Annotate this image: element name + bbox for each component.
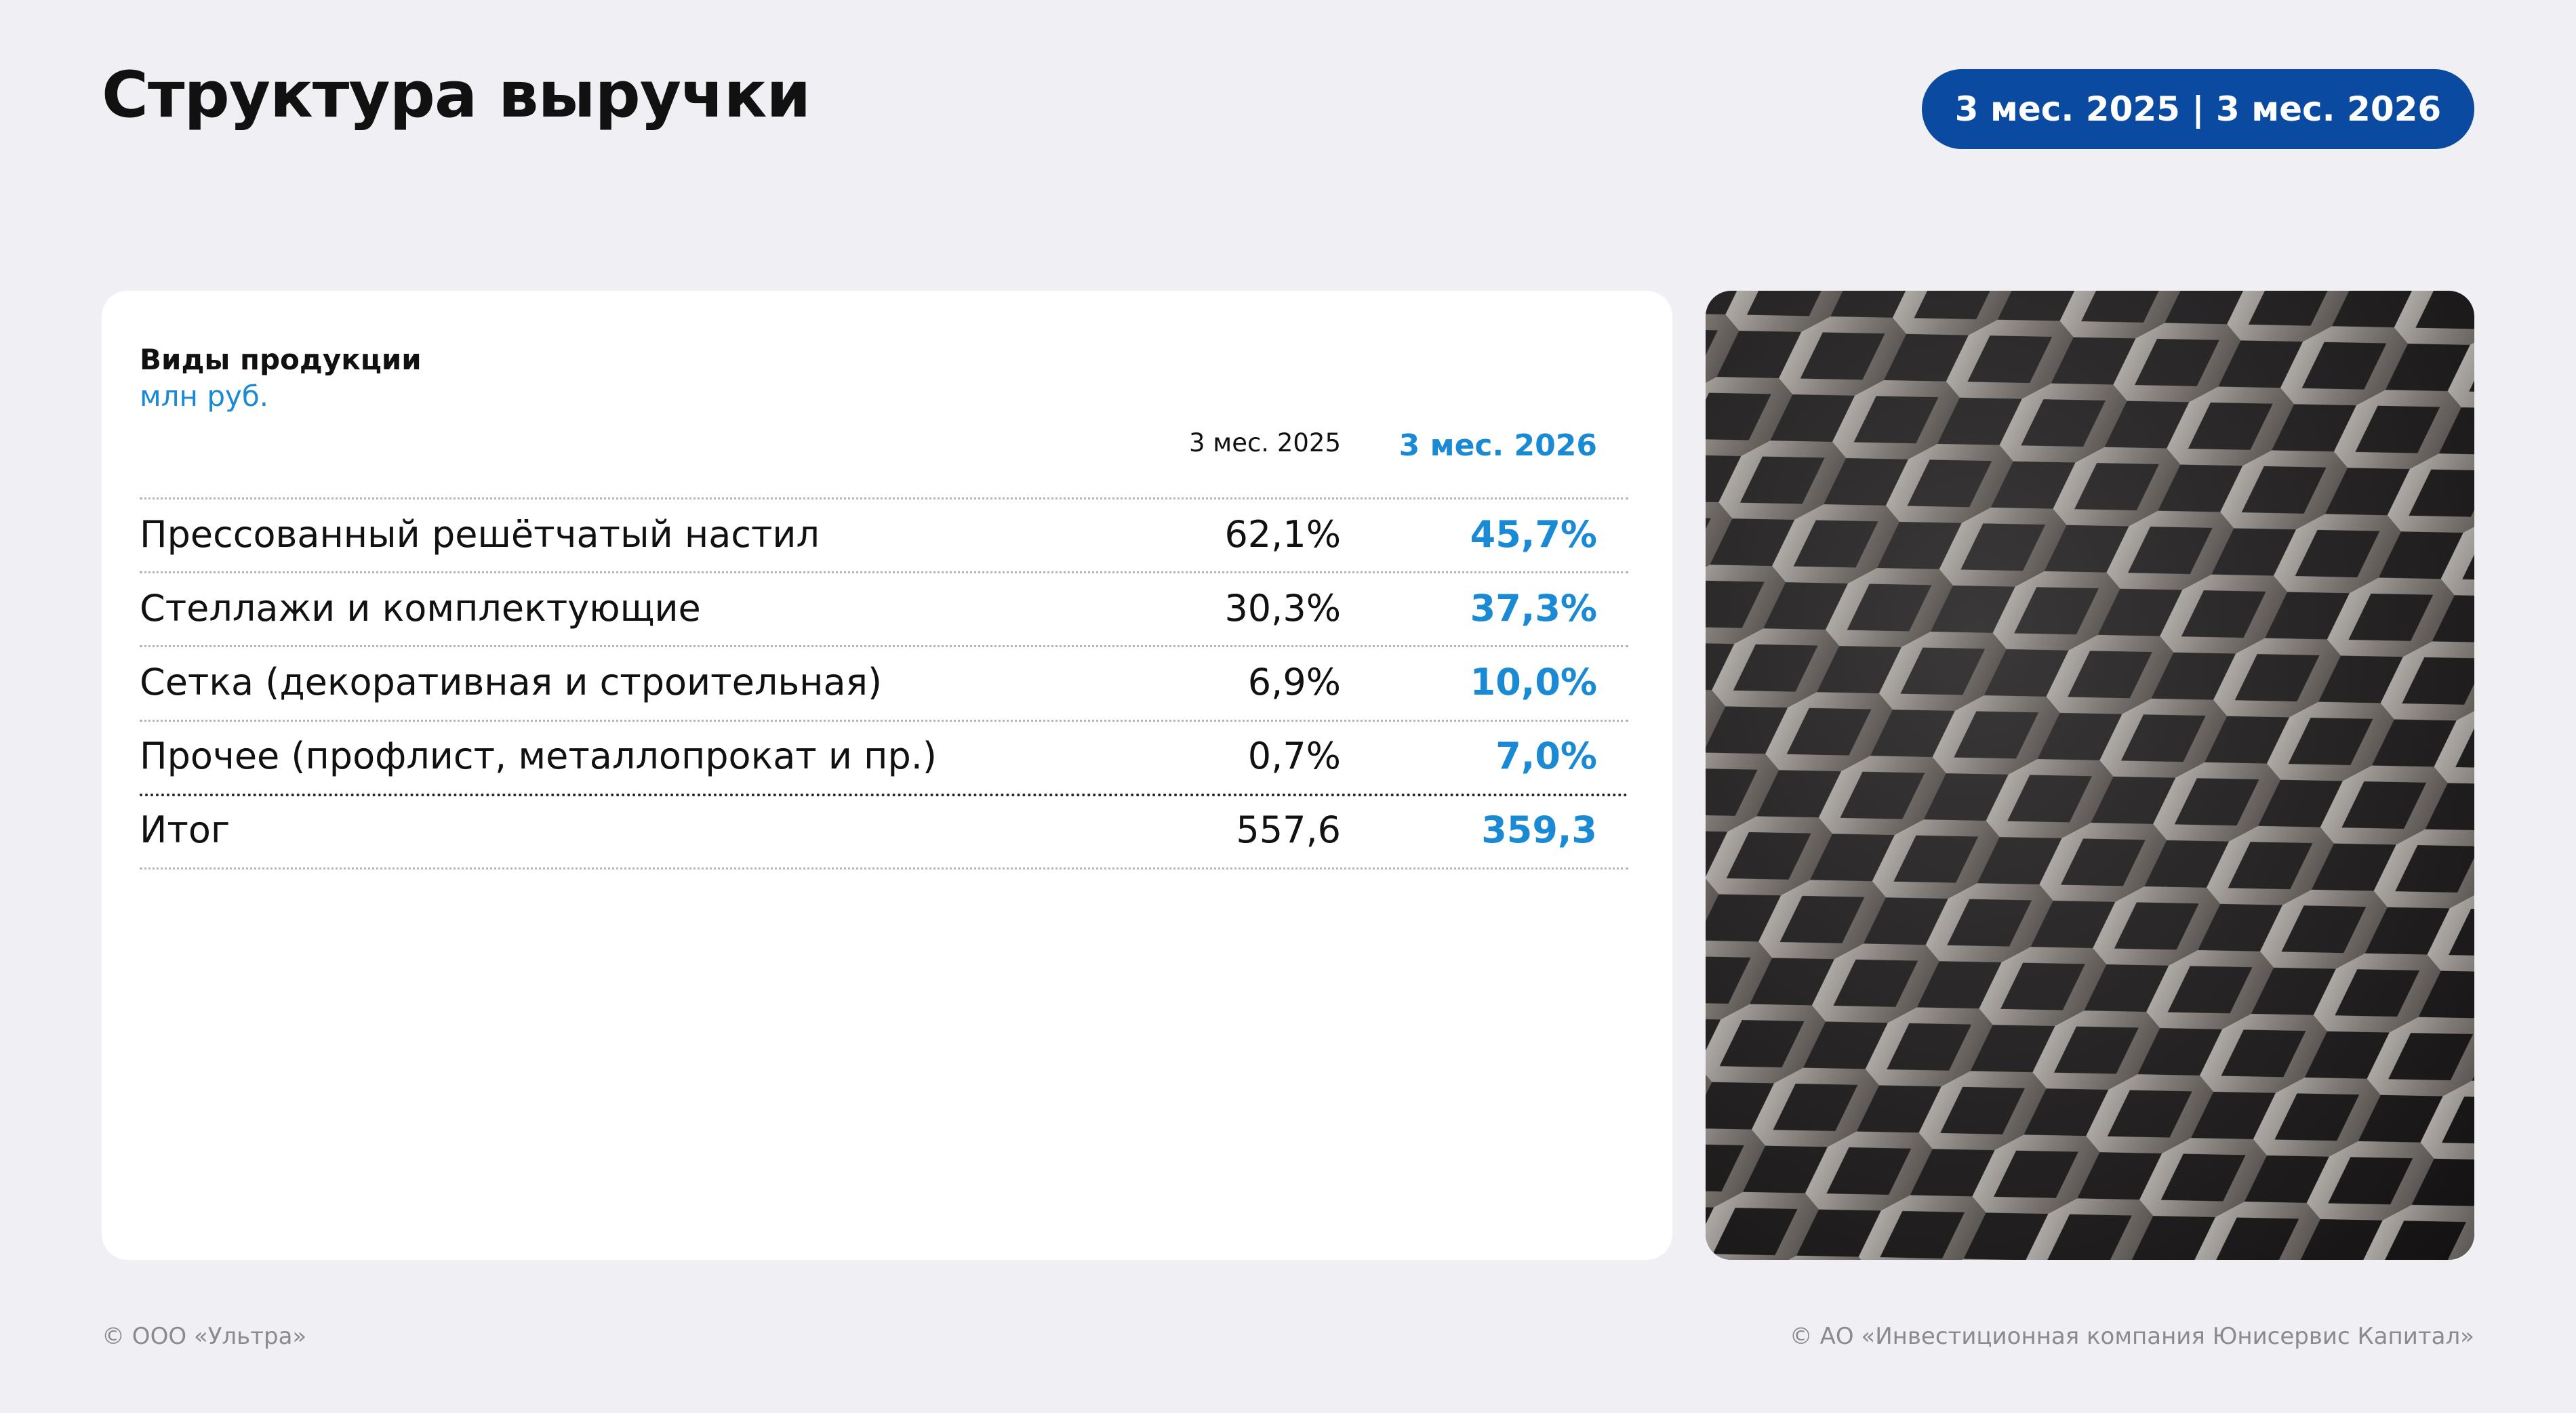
row-value-highlight: 45,7% (1470, 512, 1597, 556)
row-value: 557,6 (1236, 808, 1341, 852)
row-divider (140, 497, 1628, 499)
mesh-image (1706, 291, 2474, 1260)
column-header: 3 мес. 2025 (1188, 428, 1341, 457)
row-divider (140, 867, 1628, 869)
period-badge: 3 мес. 2025 | 3 мес. 2026 (1922, 69, 2474, 149)
row-value: 62,1% (1224, 512, 1341, 556)
table-card (102, 291, 1672, 1260)
column-header: 3 мес. 2026 (1398, 428, 1597, 463)
row-divider (140, 571, 1628, 574)
page-title: Структура выручки (102, 58, 811, 132)
row-value-highlight: 37,3% (1470, 586, 1597, 630)
table-unit: млн руб. (140, 380, 269, 413)
row-label: Прочее (профлист, металлопрокат и пр.) (140, 735, 937, 778)
photo (1706, 291, 2474, 1260)
row-label: Стеллажи и комплектующие (140, 586, 701, 630)
row-value-highlight: 359,3 (1481, 808, 1597, 852)
footer-left: © ООО «Ультра» (102, 1323, 307, 1350)
row-value-highlight: 10,0% (1470, 661, 1597, 703)
row-label: Сетка (декоративная и строительная) (140, 661, 883, 703)
row-label: Прессованный решётчатый настил (140, 512, 820, 556)
table-title: Виды продукции (140, 343, 422, 376)
row-value: 0,7% (1247, 735, 1341, 778)
row-label: Итог (140, 808, 230, 852)
footer-right: © АО «Инвестиционная компания Юнисервис … (1789, 1323, 2474, 1350)
row-divider (140, 793, 1628, 796)
row-value-highlight: 7,0% (1495, 735, 1597, 778)
row-divider (140, 645, 1628, 648)
row-value: 30,3% (1224, 586, 1341, 630)
row-value: 6,9% (1247, 661, 1341, 703)
row-divider (140, 719, 1628, 722)
